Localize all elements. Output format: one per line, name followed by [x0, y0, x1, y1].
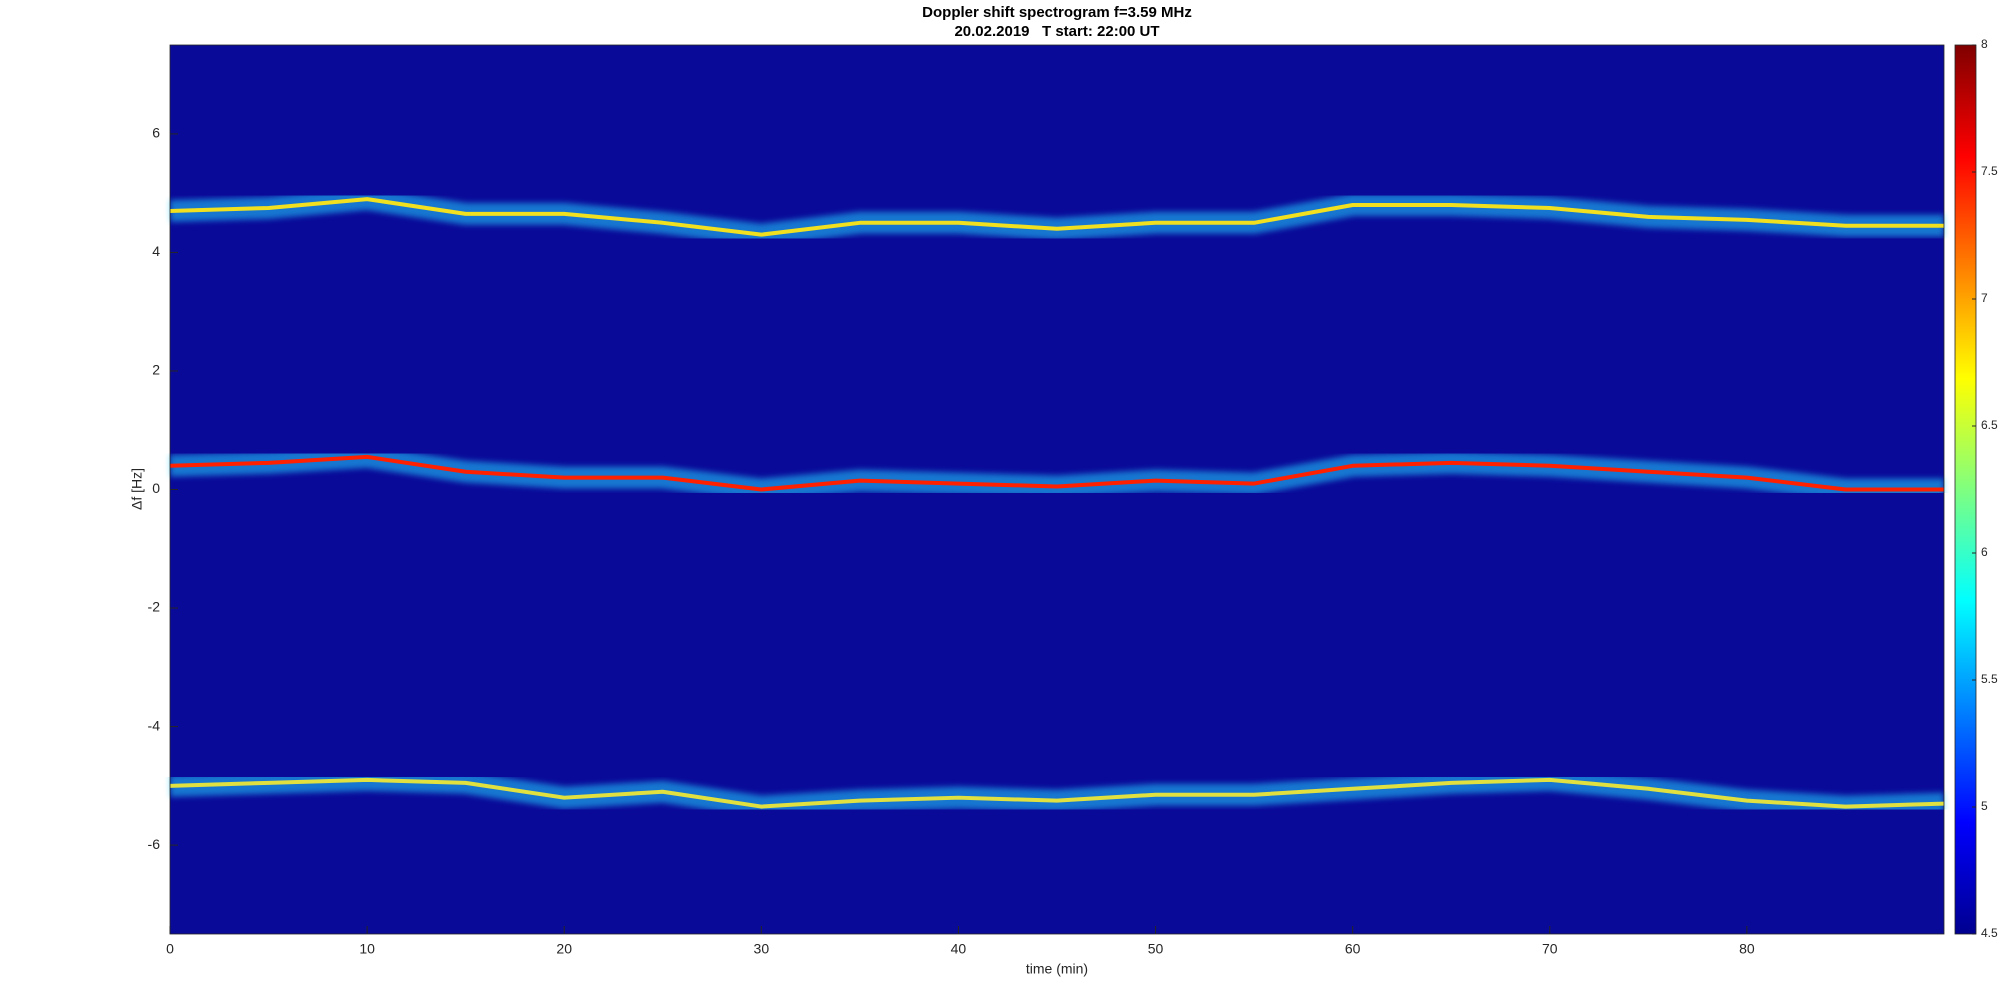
colorbar-tick-label: 8 [1981, 37, 1988, 51]
colorbar [1954, 44, 1977, 935]
colorbar-tick-label: 7 [1981, 291, 1988, 305]
x-tick-label: 60 [1345, 941, 1361, 957]
colorbar-tick-label: 5 [1981, 799, 1988, 813]
chart-title: Doppler shift spectrogram f=3.59 MHz [922, 4, 1192, 21]
x-tick-label: 50 [1148, 941, 1164, 957]
x-tick-label: 80 [1739, 941, 1755, 957]
y-tick-label: -6 [148, 836, 161, 852]
y-axis-label: Δf [Hz] [129, 468, 145, 510]
x-tick-label: 0 [166, 941, 174, 957]
y-tick-label: -4 [148, 717, 161, 733]
y-tick-label: 2 [152, 362, 160, 378]
trace [169, 197, 1944, 237]
colorbar-tick-label: 7.5 [1981, 164, 1998, 178]
x-tick-label: 30 [754, 941, 770, 957]
x-tick-label: 10 [359, 941, 375, 957]
y-tick-label: 0 [152, 480, 160, 496]
x-tick-label: 20 [556, 941, 572, 957]
chart-subtitle: 20.02.2019 T start: 22:00 UT [954, 23, 1159, 40]
colorbar-tick-label: 6.5 [1981, 418, 1998, 432]
y-tick-label: 6 [152, 125, 160, 141]
x-tick-label: 70 [1542, 941, 1558, 957]
colorbar-tick-label: 6 [1981, 545, 1988, 559]
trace [169, 454, 1944, 492]
trace [169, 777, 1945, 809]
colorbar-tick-label: 5.5 [1981, 672, 1998, 686]
x-tick-label: 40 [951, 941, 967, 957]
colorbar-tick-label: 4.5 [1981, 926, 1998, 940]
x-axis-label: time (min) [1026, 961, 1088, 977]
y-tick-label: -2 [148, 599, 161, 615]
y-tick-label: 4 [152, 243, 160, 259]
